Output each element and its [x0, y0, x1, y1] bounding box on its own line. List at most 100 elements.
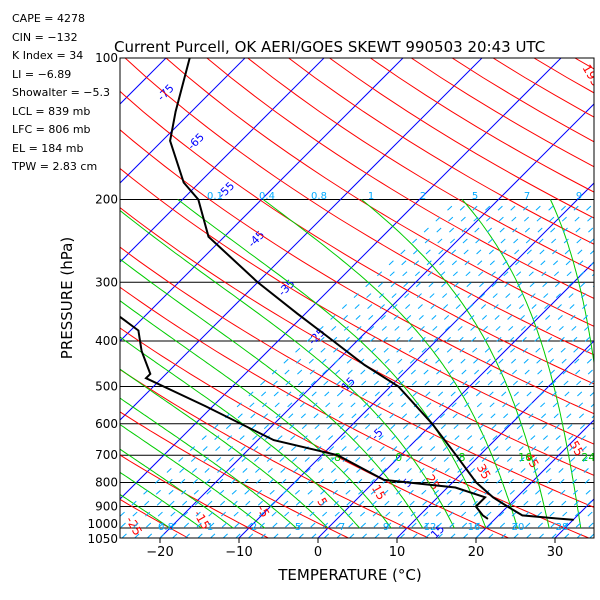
mixing-ratio-line — [425, 379, 594, 538]
mixing-ratio-line — [450, 403, 594, 538]
isotherm-line — [238, 182, 594, 538]
mixing-ratio-label: 20 — [512, 522, 525, 533]
dewpoint-point — [475, 505, 477, 508]
temperature-point — [256, 281, 259, 284]
mixing-ratio-line — [184, 199, 548, 538]
mixing-ratio-line — [387, 344, 594, 538]
mixing-ratio-line — [463, 415, 594, 538]
mixing-ratio-line — [147, 199, 510, 538]
isotherm-line — [120, 58, 404, 342]
dry-adiabat-line — [124, 58, 594, 356]
mixing-ratio-line — [361, 320, 594, 538]
mixing-ratio-label: 0.1 — [207, 191, 223, 202]
stat-el: EL = 184 mb — [12, 141, 84, 155]
mixing-ratio-label: 9 — [576, 191, 582, 202]
moist-adiabat-line — [177, 199, 487, 529]
mixing-ratio-line — [159, 199, 523, 538]
temperature-point — [557, 517, 560, 520]
temperature-point — [182, 181, 185, 184]
y-tick-label: 1050 — [87, 532, 118, 546]
isotherm-line — [475, 419, 594, 538]
dewpoint-point — [140, 350, 143, 352]
moist-adiabat-line — [361, 199, 550, 529]
y-tick-label: 1000 — [87, 517, 118, 531]
dewpoint-point — [64, 111, 66, 113]
dewpoint-point — [272, 439, 275, 441]
moist-adiabat-label: 8 — [458, 451, 465, 464]
chart-title: Current Purcell, OK AERI/GOES SKEWT 9905… — [114, 38, 546, 56]
moist-adiabat-line — [120, 471, 202, 529]
temperature-point — [296, 312, 299, 315]
mixing-ratio-label: 0.8 — [158, 522, 174, 533]
mixing-ratio-label: 0.8 — [311, 191, 327, 202]
isotherm-label: -65 — [185, 131, 207, 153]
dry-adiabat-label: 15 — [369, 482, 389, 502]
dewpoint-point — [145, 377, 147, 380]
isotherm-label: -5 — [369, 426, 386, 443]
mixing-ratio-label: 0.4 — [259, 191, 275, 202]
mixing-ratio-line — [488, 438, 594, 538]
dry-adiabat-line — [120, 411, 349, 538]
temperature-point — [197, 198, 200, 201]
isotherm-label: 25 — [458, 571, 477, 590]
isotherm-line — [0, 58, 8, 538]
mixing-ratio-label: 2 — [420, 191, 426, 202]
mixing-ratio-line — [399, 356, 594, 538]
dewpoint-point — [484, 496, 486, 499]
dewpoint-point — [115, 313, 117, 315]
grid-layer: -75-65-55-45-35-25-15-551525195185175165… — [0, 58, 600, 590]
dry-adiabat-line — [206, 58, 594, 299]
temperature-point — [332, 340, 335, 342]
mixing-ratio-line — [121, 199, 485, 538]
dewpoint-point — [24, 199, 26, 201]
dry-adiabat-line — [120, 498, 189, 538]
mixing-ratio-line — [286, 249, 594, 538]
mixing-ratio-line — [197, 199, 561, 538]
isotherm-line — [120, 58, 562, 500]
dry-adiabat-line — [120, 246, 594, 508]
temperature-profile — [169, 58, 574, 521]
dry-adiabat-line — [120, 90, 594, 385]
dewpoint-point — [486, 517, 489, 520]
dry-adiabat-line — [451, 58, 594, 143]
moist-adiabat-line — [120, 368, 329, 529]
stat-lfc: LFC = 806 mb — [12, 123, 91, 136]
mixing-ratio-line — [526, 474, 594, 538]
stat-cin: CIN = −132 — [12, 30, 78, 44]
y-axis-label: PRESSURE (hPa) — [58, 237, 76, 359]
mixing-ratio-line — [412, 367, 594, 538]
dewpoint-point — [29, 177, 31, 179]
temperature-point — [572, 518, 575, 521]
temperature-point — [169, 139, 171, 142]
dry-adiabat-line — [0, 58, 28, 538]
mixing-ratio-line — [248, 214, 594, 538]
mixing-ratio-line — [273, 238, 594, 538]
isotherm-line — [396, 340, 594, 538]
dry-adiabat-line — [574, 58, 594, 70]
y-tick-label: 400 — [95, 334, 118, 348]
stat-lcl: LCL = 839 mb — [12, 104, 91, 118]
mixing-ratio-line — [260, 226, 594, 538]
dewpoint-point — [149, 373, 152, 375]
dewpoint-profile — [120, 315, 489, 520]
isotherm-line — [159, 103, 594, 538]
stat-tpw: TPW = 2.83 cm — [12, 160, 98, 173]
mixing-ratio-line — [513, 462, 594, 538]
dry-adiabat-label: 55 — [567, 438, 587, 458]
dry-adiabat-line — [288, 58, 594, 245]
mixing-ratio-line — [475, 427, 594, 538]
mixing-ratio-label: 16 — [468, 522, 481, 533]
dry-adiabat-line — [0, 58, 108, 538]
temperature-point — [363, 364, 366, 366]
dewpoint-point — [336, 454, 339, 457]
dry-adiabat-label: 195 — [580, 62, 600, 89]
dewpoint-point — [383, 479, 385, 481]
mixing-ratio-label: 28 — [556, 522, 569, 533]
isotherm-line — [120, 58, 325, 263]
y-tick-label: 600 — [95, 417, 118, 431]
y-tick-label: 800 — [95, 475, 118, 489]
y-tick-label: 700 — [95, 448, 118, 462]
mixing-ratio-line — [437, 391, 594, 538]
moist-adiabat-line — [120, 336, 360, 529]
